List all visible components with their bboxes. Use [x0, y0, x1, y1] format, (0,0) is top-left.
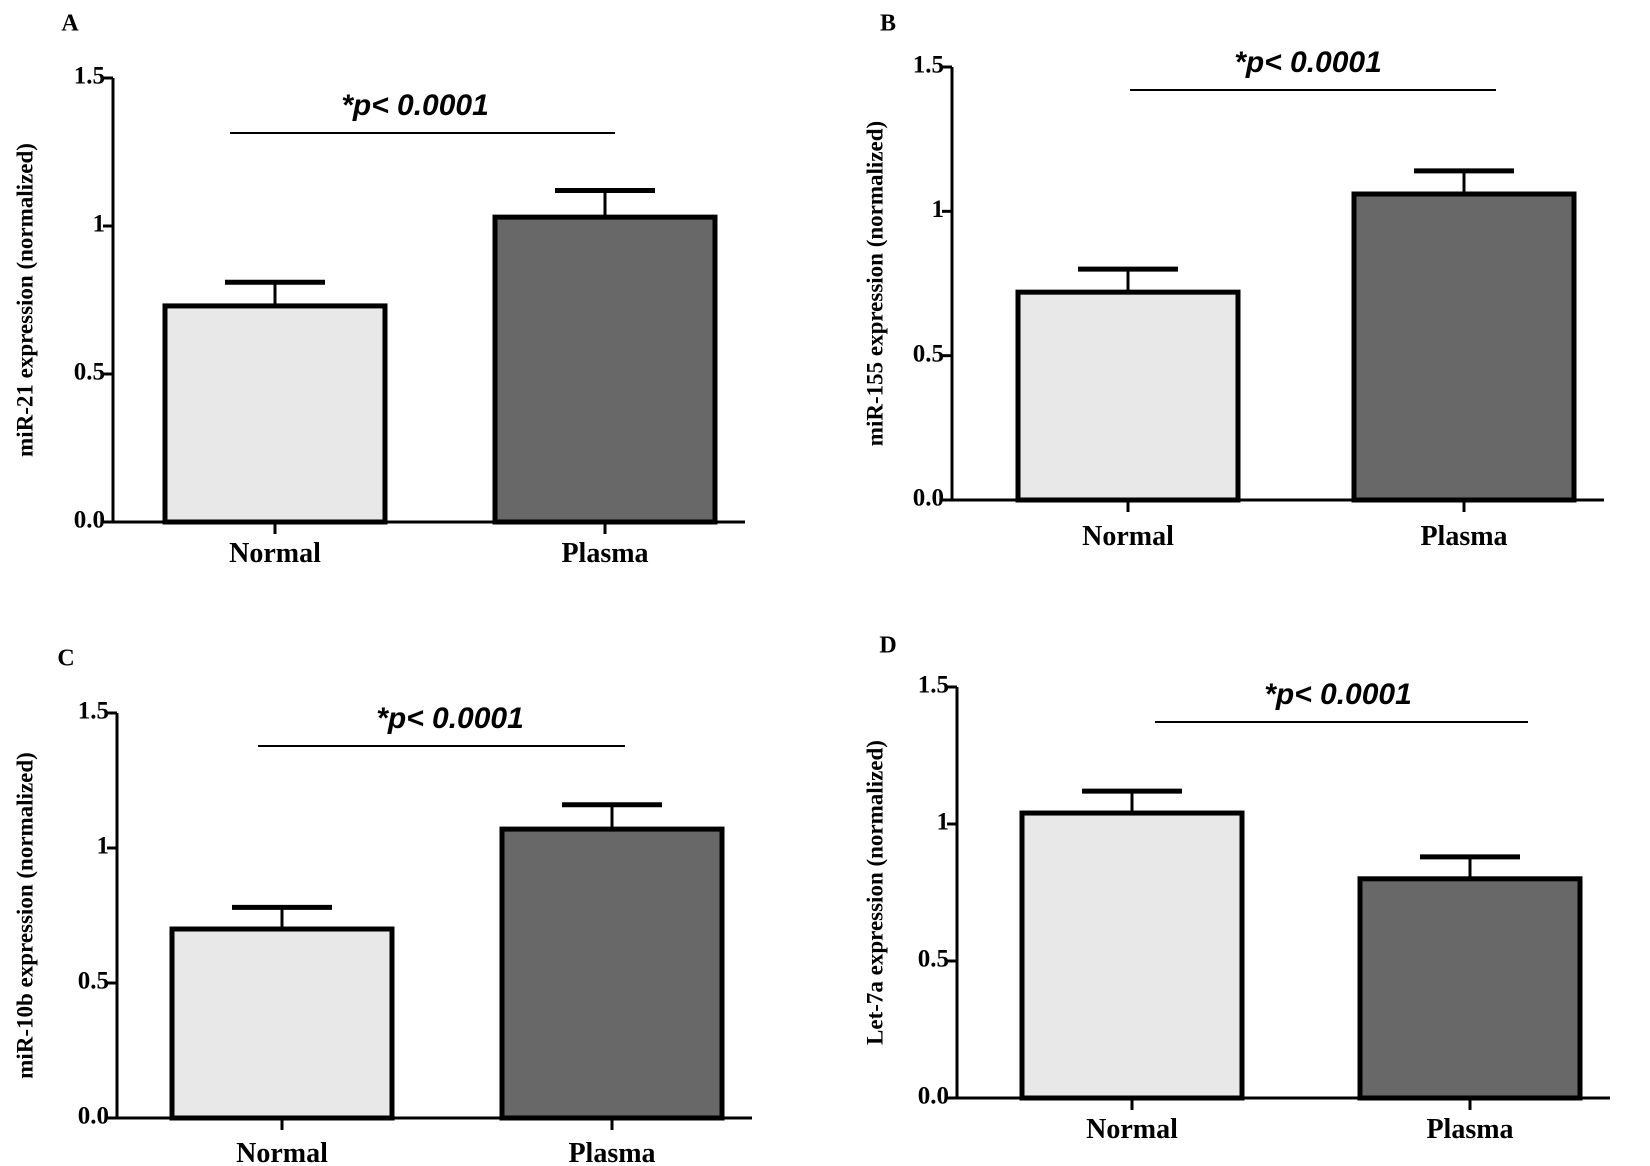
y-tick-label: 0.0 [918, 1083, 949, 1110]
category-label: Normal [1082, 521, 1174, 552]
y-tick-label: 0.5 [74, 359, 105, 386]
category-label: Normal [1086, 1114, 1178, 1145]
category-label: Plasma [561, 538, 648, 569]
category-label: Plasma [1426, 1114, 1513, 1145]
panel-c: C 0.0 0.5 1 1.5 miR-10b expression (normalize… [12, 646, 752, 1166]
bar-plasma [492, 214, 718, 525]
bar-normal [1015, 289, 1241, 503]
category-label: Normal [229, 538, 321, 569]
y-axis-title: miR-21 expression (normalized) [12, 143, 37, 457]
y-tick-label: 0.0 [913, 485, 944, 512]
y-tick-label: 0.5 [78, 968, 109, 995]
panel-a: A 0.0 0.5 1 1.5 miR-21 expression (normalized… [12, 11, 745, 569]
category-label: Plasma [568, 1138, 655, 1166]
significance-label: *p< 0.0001 [341, 89, 489, 122]
y-tick-label: 1 [937, 809, 950, 836]
category-label: Normal [236, 1138, 328, 1166]
y-tick-label: 1 [97, 833, 110, 860]
y-axis-title: miR-10b expression (normalized) [12, 752, 37, 1079]
panel-b: B 0.0 0.5 1 1.5 miR-155 expression (normalize… [862, 11, 1604, 552]
panel-d: D 0.0 0.5 1 1.5 Let-7a expression (normalized… [862, 633, 1610, 1145]
y-tick-label: 1 [932, 196, 945, 223]
bar-normal [169, 926, 395, 1121]
y-tick-label: 0.0 [74, 507, 105, 534]
y-axis-title: miR-155 expression (normalized) [862, 121, 887, 446]
y-tick-label: 1.5 [74, 63, 105, 90]
y-tick-label: 1.5 [918, 672, 949, 699]
y-tick-label: 0.5 [913, 340, 944, 367]
y-tick-label: 0.5 [918, 946, 949, 973]
significance-label: *p< 0.0001 [376, 702, 524, 735]
significance-label: *p< 0.0001 [1264, 678, 1412, 711]
bar-plasma [1357, 876, 1583, 1101]
bar-plasma [499, 826, 725, 1121]
y-tick-label: 0.0 [78, 1103, 109, 1130]
y-axis-title: Let-7a expression (normalized) [862, 740, 887, 1045]
category-label: Plasma [1420, 521, 1507, 552]
bar-plasma [1351, 191, 1577, 503]
y-tick-label: 1 [93, 211, 106, 238]
panel-letter: A [61, 11, 79, 37]
panel-letter: C [57, 646, 74, 672]
y-tick-label: 1.5 [78, 698, 109, 725]
bar-normal [162, 303, 388, 525]
significance-label: *p< 0.0001 [1234, 46, 1382, 79]
y-tick-label: 1.5 [913, 52, 944, 79]
bar-normal [1019, 810, 1245, 1101]
panel-letter: D [879, 633, 896, 659]
panel-letter: B [880, 11, 896, 37]
